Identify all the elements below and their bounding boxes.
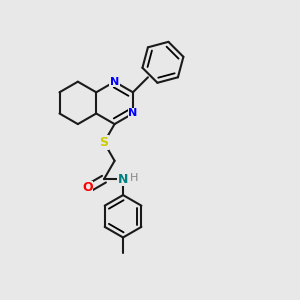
Text: N: N <box>110 77 119 87</box>
Text: S: S <box>100 136 109 149</box>
Text: H: H <box>130 173 138 183</box>
Text: O: O <box>82 182 93 194</box>
Text: N: N <box>118 173 128 186</box>
Text: N: N <box>128 109 138 118</box>
